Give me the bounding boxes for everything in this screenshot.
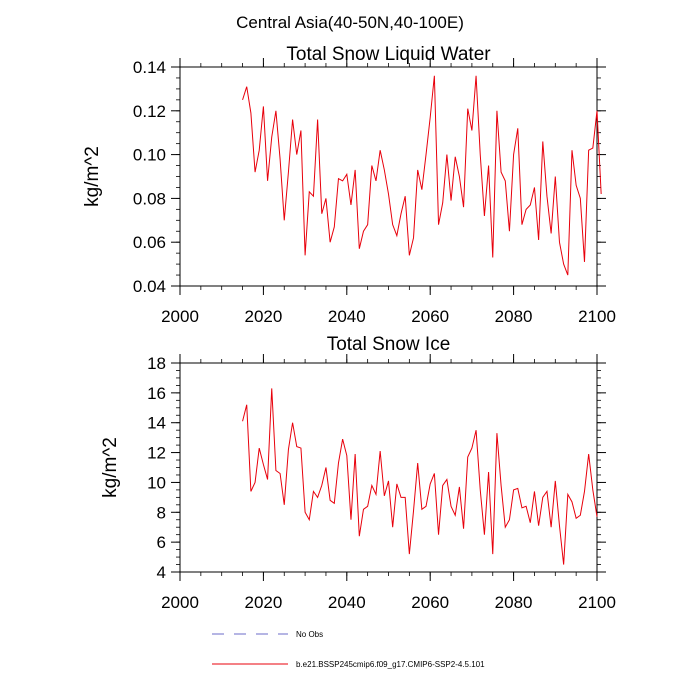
x-tick-label: 2020	[244, 593, 282, 612]
snow-liquid-water-plot: Total Snow Liquid Water 2000 2020 2040 2060 2…	[82, 44, 616, 326]
figure-suptitle: Central Asia(40-50N,40-100E)	[236, 13, 464, 32]
y-tick-label: 10	[147, 473, 166, 492]
y-tick-label: 18	[147, 354, 166, 373]
x-tick-label: 2080	[495, 593, 533, 612]
x-tick-label: 2040	[328, 307, 366, 326]
x-tick-label: 2100	[578, 307, 616, 326]
y-tick-label: 0.14	[133, 58, 166, 77]
legend: No Obs b.e21.BSSP245cmip6.f09_g17.CMIP6-…	[212, 630, 485, 669]
x-tick-label: 2080	[495, 307, 533, 326]
y-tick-label: 0.08	[133, 189, 166, 208]
snow-ice-plot: Total Snow Ice 2000 2020 2040 2060 2080 2100 4 6…	[100, 334, 616, 612]
y-tick-label: 4	[157, 563, 166, 582]
x-tick-label: 2060	[411, 593, 449, 612]
plot-frame	[179, 362, 598, 573]
y-axis-label: kg/m^2	[100, 437, 121, 498]
y-tick-label: 0.10	[133, 146, 166, 165]
x-tick-label: 2000	[161, 307, 199, 326]
y-tick-label: 16	[147, 384, 166, 403]
x-tick-label: 2000	[161, 593, 199, 612]
x-tick-label: 2060	[411, 307, 449, 326]
legend-model-label: b.e21.BSSP245cmip6.f09_g17.CMIP6-SSP2-4.…	[296, 660, 485, 669]
y-tick-label: 0.06	[133, 233, 166, 252]
y-tick-label: 0.04	[133, 277, 166, 296]
y-tick-label: 6	[157, 533, 166, 552]
x-tick-label: 2040	[328, 593, 366, 612]
series-line	[242, 75, 602, 276]
legend-obs-label: No Obs	[296, 630, 323, 639]
chart-title: Total Snow Ice	[327, 334, 451, 355]
x-tick-label: 2020	[244, 307, 282, 326]
series-line	[242, 388, 598, 565]
x-tick-label: 2100	[578, 593, 616, 612]
y-axis-label: kg/m^2	[82, 146, 103, 207]
chart-title: Total Snow Liquid Water	[286, 44, 491, 65]
y-tick-label: 0.12	[133, 102, 166, 121]
y-tick-label: 12	[147, 444, 166, 463]
y-tick-label: 14	[147, 414, 166, 433]
y-tick-label: 8	[157, 503, 166, 522]
